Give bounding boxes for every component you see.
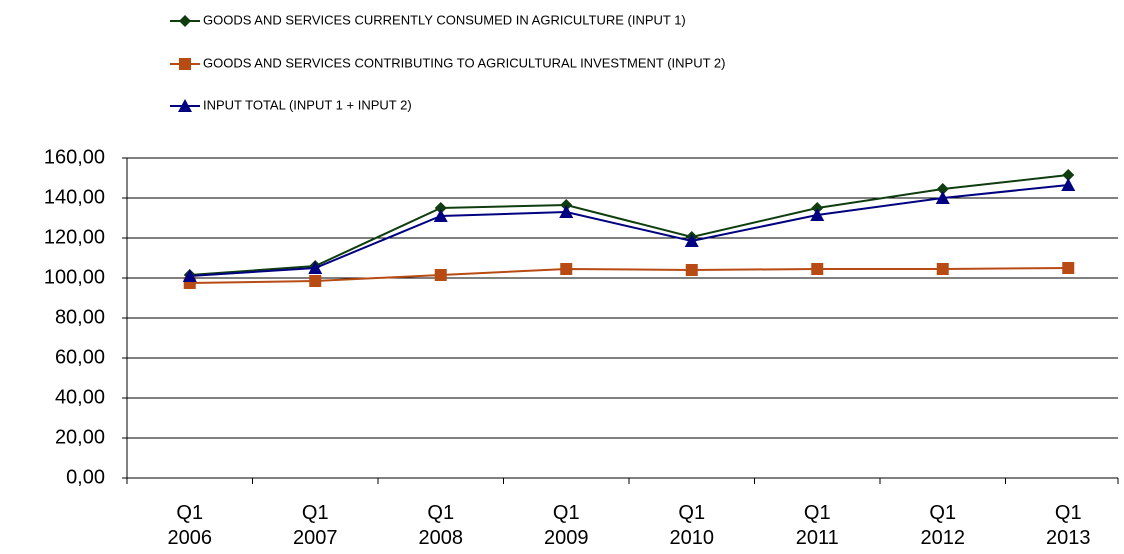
legend-item: INPUT TOTAL (INPUT 1 + INPUT 2) — [170, 97, 412, 112]
marker — [936, 263, 949, 275]
y-tick-label: 20,00 — [55, 426, 105, 448]
marker — [560, 263, 573, 275]
x-tick-label: Q1 2008 — [419, 502, 464, 549]
marker — [434, 269, 447, 281]
marker — [182, 269, 197, 282]
x-tick-label: Q1 2009 — [544, 502, 589, 549]
legend-label: GOODS AND SERVICES CURRENTLY CONSUMED IN… — [203, 12, 686, 27]
marker — [685, 264, 698, 276]
y-tick-label: 160,00 — [44, 146, 105, 168]
y-tick-label: 120,00 — [44, 226, 105, 248]
marker — [684, 234, 699, 247]
x-tick-label: Q1 2011 — [796, 502, 839, 549]
x-tick-label: Q1 2012 — [921, 502, 966, 549]
legend-label: INPUT TOTAL (INPUT 1 + INPUT 2) — [203, 97, 412, 112]
legend-label: GOODS AND SERVICES CONTRIBUTING TO AGRIC… — [203, 55, 726, 70]
marker — [179, 15, 191, 27]
marker — [935, 191, 950, 204]
marker — [1062, 262, 1075, 274]
marker — [309, 275, 322, 287]
x-tick-label: Q1 2007 — [293, 502, 338, 549]
marker — [936, 183, 949, 195]
y-tick-label: 140,00 — [44, 186, 105, 208]
legend-item: GOODS AND SERVICES CONTRIBUTING TO AGRIC… — [170, 55, 726, 70]
y-tick-label: 0,00 — [66, 466, 105, 488]
marker — [1061, 178, 1076, 191]
series-line — [189, 184, 1069, 277]
marker — [559, 205, 574, 218]
x-tick-label: Q1 2006 — [168, 502, 213, 549]
x-tick-label: Q1 2013 — [1046, 502, 1091, 549]
marker — [434, 202, 447, 214]
y-tick-label: 60,00 — [55, 346, 105, 368]
y-tick-label: 80,00 — [55, 306, 105, 328]
marker — [179, 58, 191, 70]
series-line — [189, 267, 1069, 284]
legend-item: GOODS AND SERVICES CURRENTLY CONSUMED IN… — [170, 12, 686, 27]
marker — [433, 209, 448, 222]
series-line — [189, 174, 1069, 276]
marker — [1062, 169, 1075, 181]
y-tick-label: 40,00 — [55, 386, 105, 408]
x-tick-label: Q1 2010 — [670, 502, 715, 549]
marker — [308, 261, 323, 274]
y-tick-label: 100,00 — [44, 266, 105, 288]
marker — [810, 208, 825, 221]
marker — [811, 263, 824, 275]
marker — [178, 99, 192, 112]
